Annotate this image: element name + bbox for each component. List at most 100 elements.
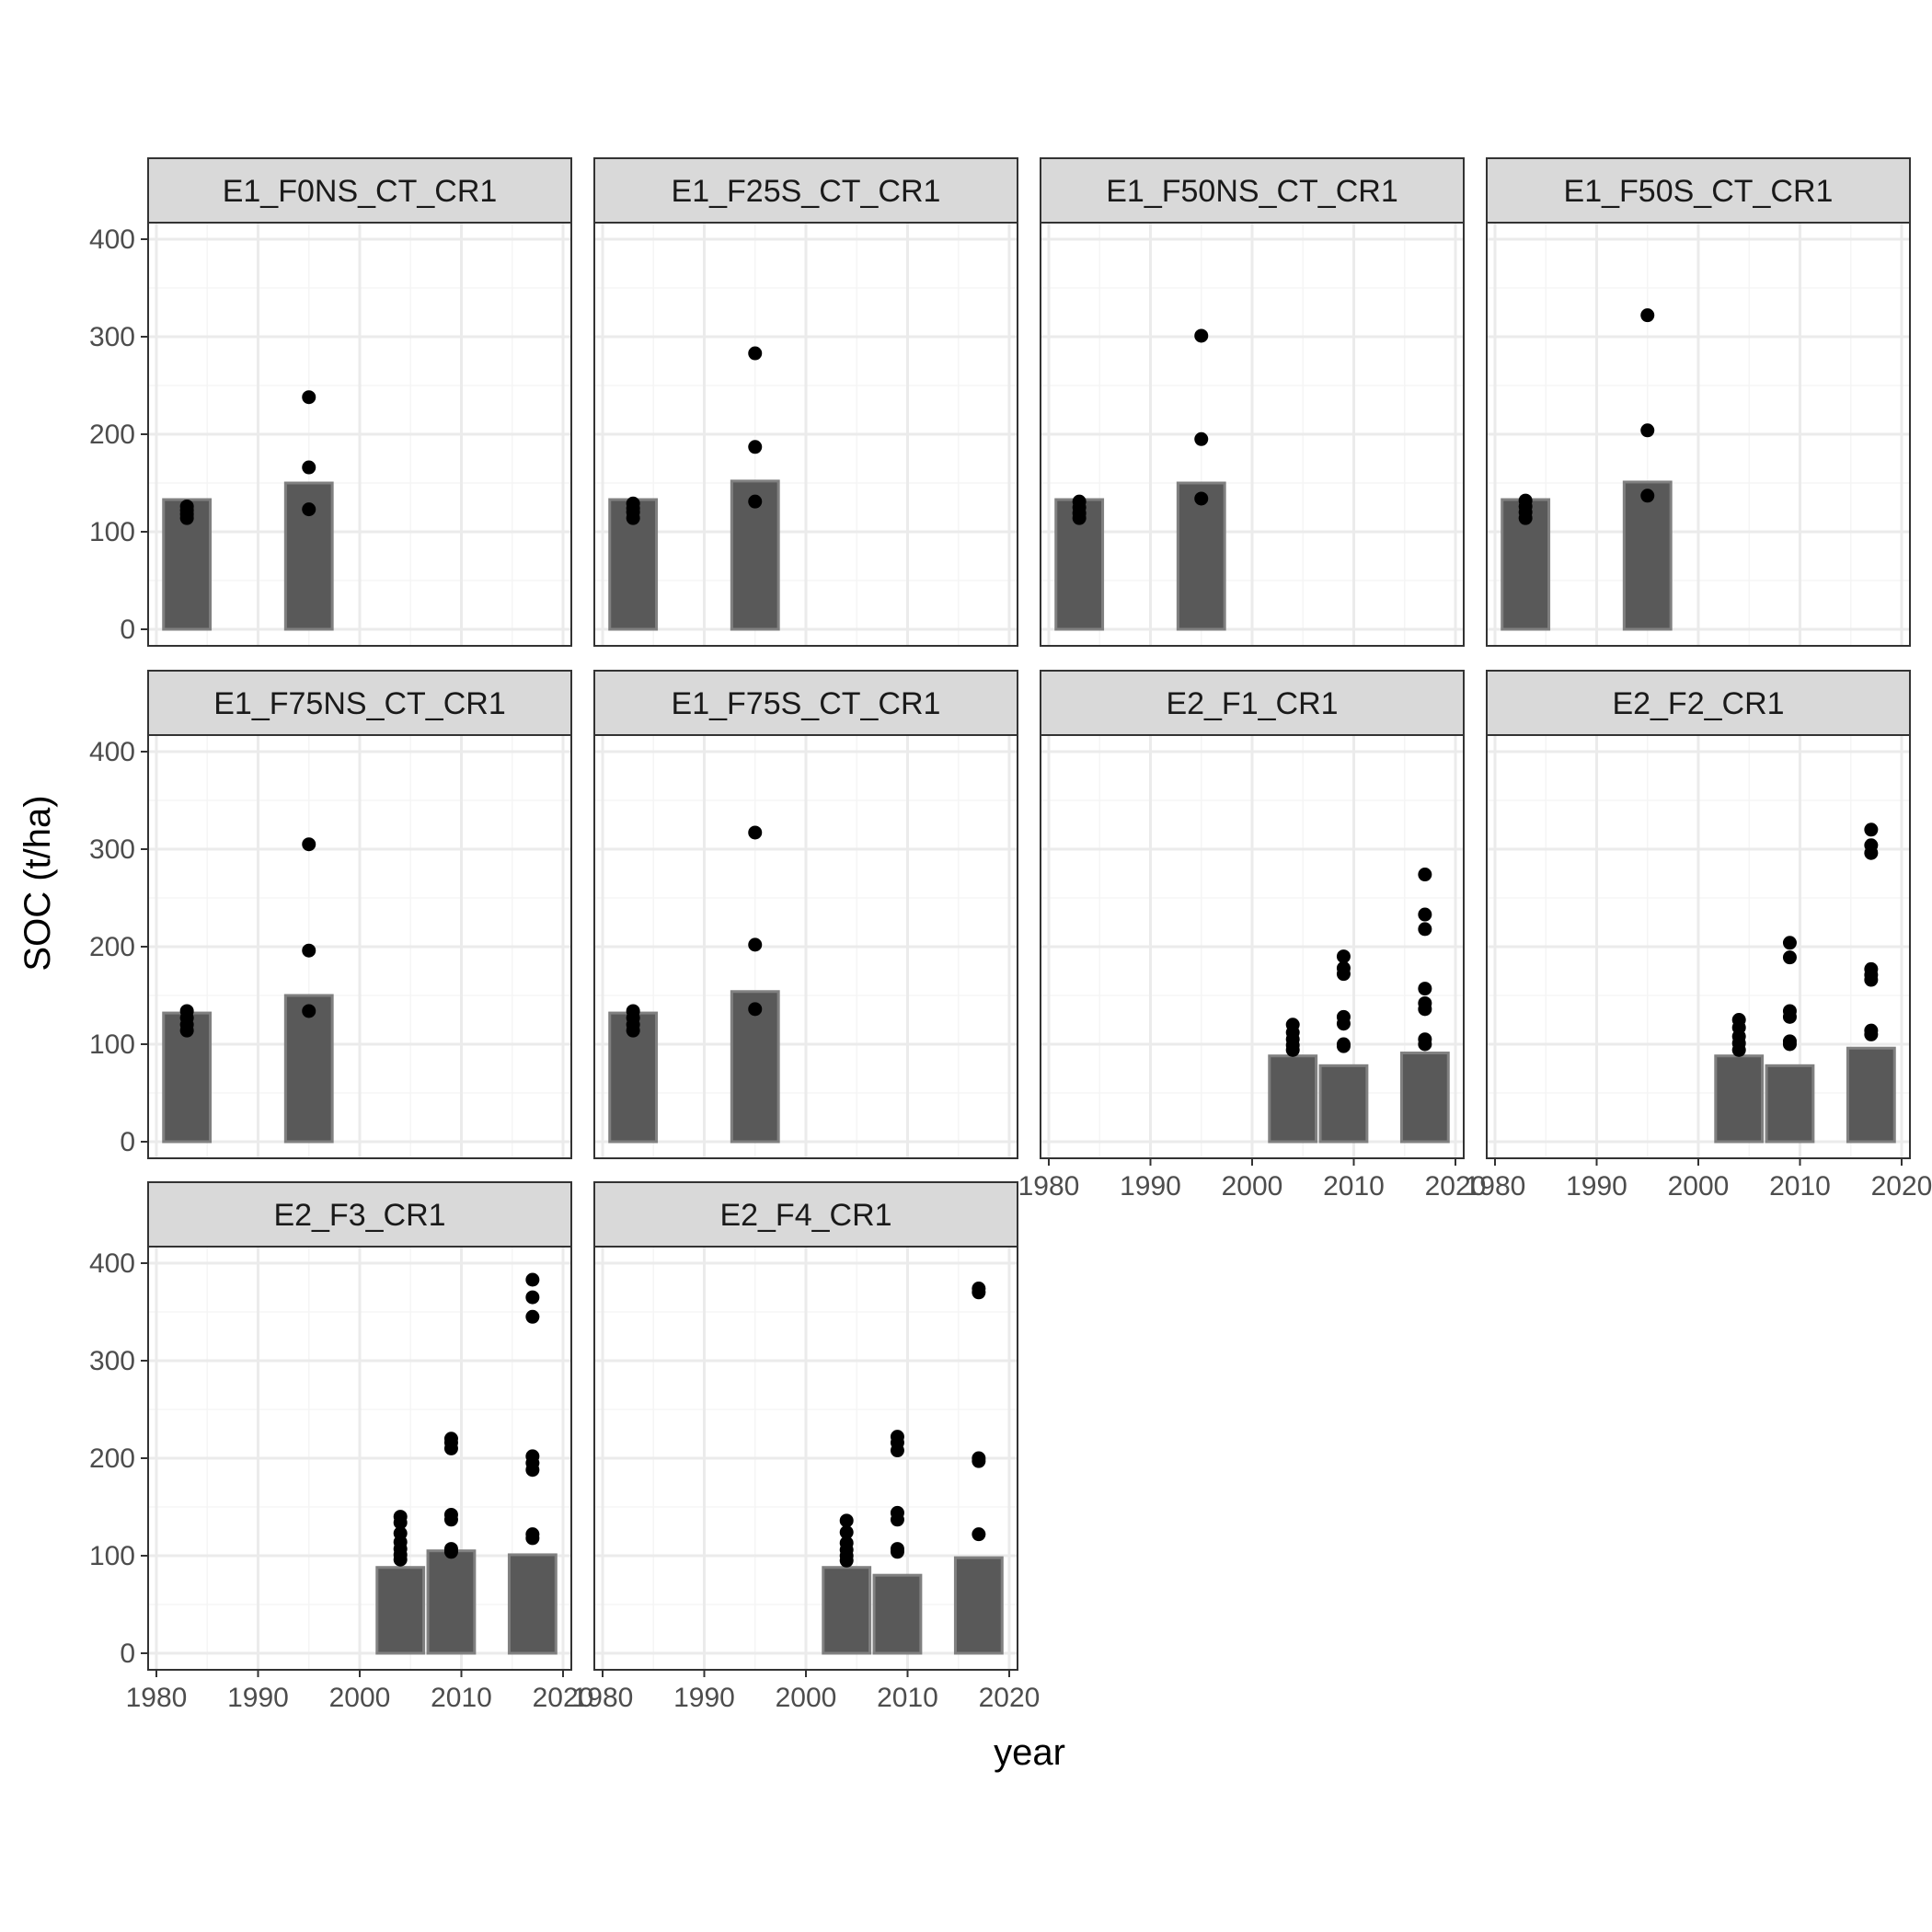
bar xyxy=(730,990,780,1144)
data-point xyxy=(1782,1034,1797,1049)
facet-strip-label: E1_F25S_CT_CR1 xyxy=(672,174,941,209)
data-point xyxy=(302,943,316,958)
x-tick-label: 1990 xyxy=(673,1683,735,1713)
y-tick-label: 200 xyxy=(89,932,135,962)
bar xyxy=(1318,1064,1369,1144)
data-point xyxy=(1640,423,1655,438)
data-point xyxy=(1518,493,1533,508)
data-point xyxy=(443,1542,458,1557)
data-point xyxy=(839,1525,854,1540)
data-point xyxy=(1194,491,1209,506)
x-tick-label: 2010 xyxy=(1323,1171,1385,1202)
bar xyxy=(283,994,334,1144)
facet-strip xyxy=(593,670,1018,736)
data-point xyxy=(302,460,316,475)
facet-panel: E2_F2_CR1 1980 1990 2000 2010 2020 xyxy=(1465,670,1932,1202)
x-tick-label: 1980 xyxy=(1465,1171,1526,1202)
x-tick-label: 1990 xyxy=(1120,1171,1181,1202)
x-tick-label: 1980 xyxy=(126,1683,188,1713)
x-tick-label: 1990 xyxy=(1566,1171,1627,1202)
facet-strip-label: E1_F50S_CT_CR1 xyxy=(1564,174,1834,209)
y-tick-label: 400 xyxy=(89,1248,135,1279)
data-point xyxy=(525,1272,540,1287)
data-point xyxy=(1336,960,1351,975)
facet-panel: E2_F1_CR1 1980 1990 2000 2010 2020 xyxy=(1018,670,1487,1202)
facet-panel: E2_F4_CR1 1980 1990 2000 2010 2020 xyxy=(572,1181,1040,1713)
data-point xyxy=(748,1002,763,1017)
panel-border xyxy=(1486,222,1911,647)
data-point xyxy=(1782,1004,1797,1018)
data-point xyxy=(179,499,194,513)
data-point xyxy=(1782,950,1797,965)
data-point xyxy=(302,1004,316,1018)
y-tick-label: 100 xyxy=(89,1029,135,1060)
bar xyxy=(1399,1052,1450,1144)
facet-strip-label: E1_F75S_CT_CR1 xyxy=(672,686,941,721)
data-point xyxy=(443,1432,458,1446)
data-point xyxy=(972,1282,986,1296)
data-point xyxy=(179,1004,194,1018)
bar xyxy=(1765,1064,1815,1144)
data-point xyxy=(302,390,316,405)
data-point xyxy=(302,502,316,517)
x-tick-label: 2000 xyxy=(329,1683,391,1713)
facet-panel: E1_F75S_CT_CR1 xyxy=(593,670,1018,1159)
data-point xyxy=(1418,922,1432,937)
facet-strip xyxy=(1486,157,1911,224)
data-point xyxy=(1418,907,1432,922)
data-point xyxy=(525,1527,540,1542)
panel-border xyxy=(593,734,1018,1159)
facet-panel: E1_F75NS_CT_CR1 0 100 200 300 400 xyxy=(89,670,572,1159)
facet-strip-label: E2_F2_CR1 xyxy=(1612,686,1784,721)
data-point xyxy=(626,1004,640,1018)
data-point xyxy=(839,1535,854,1550)
panel-border xyxy=(1040,222,1465,647)
y-tick-label: 400 xyxy=(89,224,135,255)
data-point xyxy=(1418,1032,1432,1047)
x-axis-title: year xyxy=(994,1732,1065,1773)
data-point xyxy=(525,1290,540,1305)
x-tick-label: 2020 xyxy=(533,1683,594,1713)
bar xyxy=(872,1573,923,1655)
y-tick-label: 100 xyxy=(89,1541,135,1571)
data-point xyxy=(839,1513,854,1528)
facet-panel: E1_F50NS_CT_CR1 xyxy=(1040,157,1465,647)
y-tick-label: 200 xyxy=(89,1443,135,1474)
y-tick-label: 200 xyxy=(89,420,135,450)
facet-strip xyxy=(1486,670,1911,736)
bar xyxy=(162,1011,213,1144)
facet-strip-label: E1_F50NS_CT_CR1 xyxy=(1106,174,1397,209)
y-tick-label: 400 xyxy=(89,737,135,767)
data-point xyxy=(443,1507,458,1522)
bar xyxy=(608,1011,659,1144)
data-point xyxy=(1072,494,1087,509)
bar xyxy=(1268,1054,1318,1144)
x-tick-label: 1980 xyxy=(572,1683,634,1713)
y-tick-label: 0 xyxy=(120,615,135,645)
bar xyxy=(953,1556,1004,1655)
data-point xyxy=(1336,1009,1351,1024)
bar xyxy=(426,1549,477,1655)
y-tick-label: 0 xyxy=(120,1127,135,1157)
x-tick-label: 2010 xyxy=(877,1683,938,1713)
facet-strip xyxy=(147,670,572,736)
facet-strip xyxy=(593,157,1018,224)
data-point xyxy=(890,1430,904,1444)
facet-strip xyxy=(1040,670,1465,736)
data-point xyxy=(1418,995,1432,1010)
x-tick-label: 1990 xyxy=(227,1683,289,1713)
x-tick-label: 2010 xyxy=(1769,1171,1831,1202)
data-point xyxy=(890,1505,904,1520)
data-point xyxy=(1336,949,1351,964)
data-point xyxy=(972,1451,986,1466)
x-tick-label: 2000 xyxy=(1222,1171,1283,1202)
panels-layer: E1_F0NS_CT_CR1 0 100 200 300 400 E1_F25S_CT_CR… xyxy=(89,157,1932,1713)
data-point xyxy=(1864,822,1879,837)
x-tick-label: 2020 xyxy=(1425,1171,1487,1202)
data-point xyxy=(748,440,763,454)
data-point xyxy=(1194,431,1209,446)
x-tick-label: 2010 xyxy=(431,1683,492,1713)
facet-panel: E2_F3_CR1 0 100 200 300 400 1980 1990 2000 2010 20… xyxy=(89,1181,594,1713)
data-point xyxy=(1418,868,1432,882)
